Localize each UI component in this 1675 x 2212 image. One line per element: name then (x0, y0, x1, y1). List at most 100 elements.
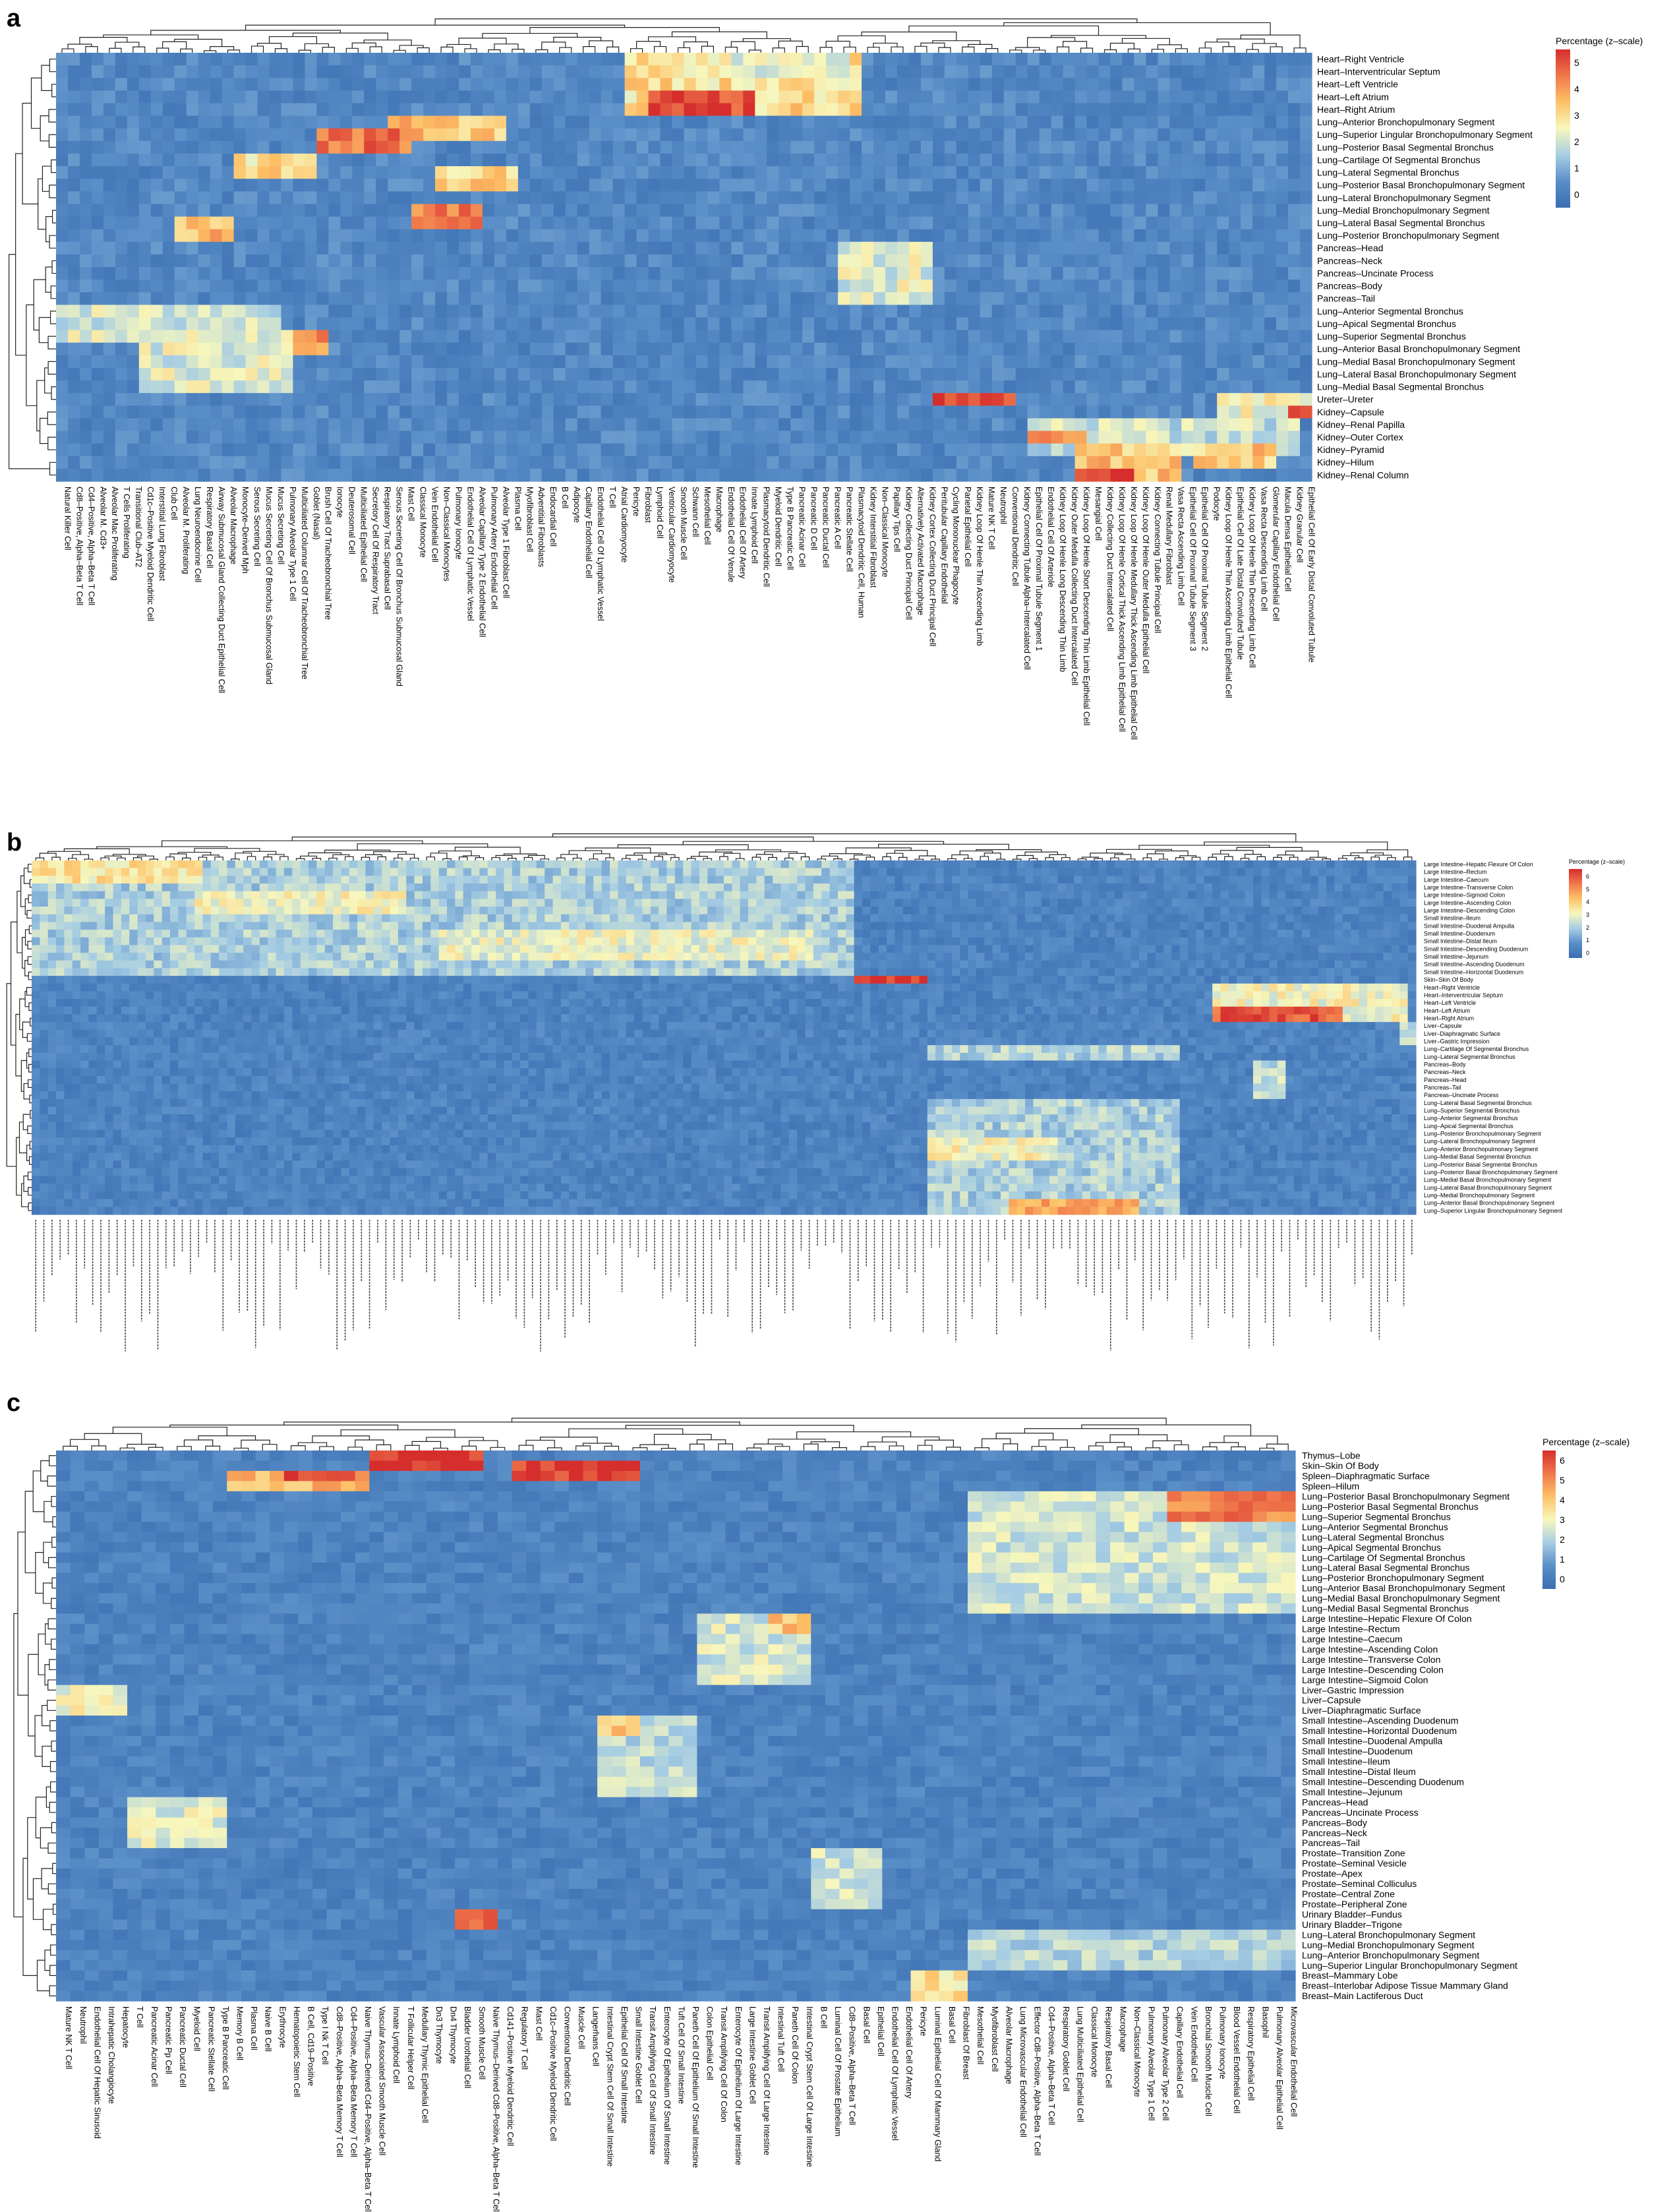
heatmap-cell (293, 129, 305, 142)
heatmap-cell (956, 242, 969, 255)
heatmap-cell (1241, 103, 1253, 116)
heatmap-cell (1146, 53, 1158, 66)
heatmap-cell (779, 141, 791, 154)
heatmap-cell (1229, 267, 1241, 280)
heatmap-cell (731, 141, 744, 154)
heatmap-cell (767, 154, 779, 167)
heatmap-cell (175, 217, 187, 230)
heatmap-cell (127, 65, 140, 78)
heatmap-cell (956, 191, 969, 204)
heatmap-cell (862, 154, 874, 167)
heatmap-cell (494, 141, 507, 154)
heatmap-cell (328, 116, 341, 129)
heatmap-cell (968, 267, 981, 280)
heatmap-cell (613, 116, 626, 129)
heatmap-cell (435, 217, 448, 230)
heatmap-cell (139, 280, 152, 293)
heatmap-cell (1169, 166, 1182, 179)
heatmap-cell (637, 53, 649, 66)
heatmap-cell (530, 78, 543, 91)
heatmap-cell (340, 242, 353, 255)
heatmap-cell (814, 229, 827, 243)
heatmap-cell (103, 90, 116, 104)
heatmap-cell (352, 179, 365, 192)
heatmap-cell (1252, 141, 1265, 154)
heatmap-cell (388, 229, 400, 243)
heatmap-cell (1241, 166, 1253, 179)
heatmap-cell (790, 267, 803, 280)
heatmap-cell (376, 179, 388, 192)
heatmap-cell (68, 166, 80, 179)
heatmap-cell (1264, 191, 1277, 204)
heatmap-cell (637, 229, 649, 243)
heatmap-cell (1158, 229, 1170, 243)
heatmap-cell (246, 179, 258, 192)
heatmap-cell (1110, 141, 1123, 154)
heatmap-cell (1241, 217, 1253, 230)
heatmap-cell (115, 217, 128, 230)
heatmap-cell (1099, 65, 1111, 78)
heatmap-cell (707, 191, 720, 204)
heatmap-cell (151, 65, 163, 78)
heatmap-cell (1264, 217, 1277, 230)
heatmap-cell (897, 179, 910, 192)
heatmap-cell (767, 267, 779, 280)
heatmap-cell (767, 191, 779, 204)
heatmap-cell (1051, 103, 1064, 116)
heatmap-cell (1181, 179, 1194, 192)
heatmap-cell (1040, 103, 1052, 116)
heatmap-cell (850, 78, 862, 91)
heatmap-cell (1229, 141, 1241, 154)
heatmap-cell (850, 179, 862, 192)
heatmap-cell (719, 254, 732, 268)
heatmap-cell (328, 191, 341, 204)
heatmap-cell (873, 254, 886, 268)
heatmap-cell (1087, 78, 1100, 91)
heatmap-cell (305, 78, 317, 91)
heatmap-cell (222, 254, 235, 268)
heatmap-cell (518, 267, 531, 280)
heatmap-cell (388, 217, 400, 230)
heatmap-cell (814, 217, 827, 230)
heatmap-cell (1040, 179, 1052, 192)
heatmap-cell (802, 53, 815, 66)
heatmap-cell (1028, 267, 1040, 280)
heatmap-cell (862, 65, 874, 78)
heatmap-cell (755, 53, 767, 66)
heatmap-cell (1028, 154, 1040, 167)
heatmap-cell (589, 242, 602, 255)
heatmap-cell (933, 267, 945, 280)
heatmap-cell (790, 166, 803, 179)
heatmap-cell (399, 179, 412, 192)
heatmap-cell (956, 154, 969, 167)
heatmap-cell (447, 154, 459, 167)
heatmap-cell (80, 179, 92, 192)
heatmap-cell (352, 90, 365, 104)
heatmap-cell (862, 103, 874, 116)
heatmap-cell (542, 267, 554, 280)
heatmap-cell (388, 191, 400, 204)
heatmap-cell (1051, 191, 1064, 204)
heatmap-cell (92, 78, 104, 91)
heatmap-cell (198, 267, 211, 280)
heatmap-cell (779, 103, 791, 116)
heatmap-cell (731, 53, 744, 66)
heatmap-cell (554, 116, 566, 129)
heatmap-cell (411, 166, 424, 179)
heatmap-cell (755, 267, 767, 280)
heatmap-cell (661, 179, 673, 192)
heatmap-cell (542, 166, 554, 179)
heatmap-cell (1040, 78, 1052, 91)
heatmap-cell (1229, 90, 1241, 104)
heatmap-cell (921, 141, 933, 154)
heatmap-cell (921, 53, 933, 66)
heatmap-cell (1028, 242, 1040, 255)
heatmap-cell (483, 78, 495, 91)
heatmap-cell (945, 229, 957, 243)
heatmap-cell (1063, 116, 1076, 129)
heatmap-cell (246, 65, 258, 78)
heatmap-cell (1134, 116, 1146, 129)
heatmap-cell (269, 204, 281, 217)
heatmap-cell (1193, 179, 1206, 192)
heatmap-cell (92, 242, 104, 255)
